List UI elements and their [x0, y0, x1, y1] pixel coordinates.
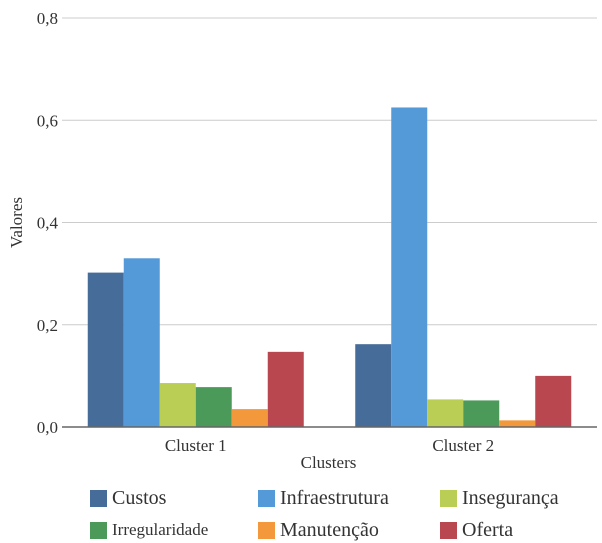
legend-item-5: Manutenção: [258, 517, 379, 543]
legend-item-4: Irregularidade: [90, 517, 208, 543]
legend-swatch: [258, 489, 275, 507]
x-tick-label: Cluster 2: [432, 436, 494, 455]
legend-label: Manutenção: [280, 518, 379, 541]
legend-label: Irregularidade: [112, 520, 209, 539]
y-tick-labels: 0,0 0,2 0,4 0,6 0,8: [37, 9, 59, 437]
y-axis-title: Valores: [7, 197, 26, 248]
legend-swatch: [90, 489, 107, 507]
x-tick-labels: Cluster 1 Cluster 2: [165, 436, 494, 455]
legend-swatch: [440, 521, 457, 539]
legend-label: Infraestrutura: [280, 486, 389, 509]
bar-infraestrutura-cluster-1: [123, 258, 160, 427]
bar-custos-cluster-1: [87, 272, 124, 427]
grid-lines: [62, 17, 597, 326]
legend-swatch: [258, 521, 275, 539]
bar-manutenção-cluster-1: [231, 409, 268, 427]
y-tick-label: 0,8: [37, 9, 58, 28]
y-tick-label: 0,4: [37, 214, 59, 233]
legend-label: Oferta: [462, 518, 514, 541]
bars: [87, 107, 572, 427]
legend-swatch: [440, 489, 457, 507]
legend-label: Insegurança: [462, 486, 559, 509]
legend-item-2: Infraestrutura: [258, 485, 389, 511]
y-tick-label: 0,2: [37, 316, 58, 335]
x-axis-title: Clusters: [301, 453, 357, 472]
bar-irregularidade-cluster-1: [195, 387, 232, 427]
legend: Custos Infraestrutura Insegurança Irregular…: [0, 480, 602, 543]
bar-custos-cluster-2: [355, 344, 392, 427]
legend-item-3: Insegurança: [440, 485, 559, 511]
legend-item-1: Custos: [90, 485, 166, 511]
bar-infraestrutura-cluster-2: [391, 107, 428, 427]
bar-oferta-cluster-1: [267, 351, 304, 427]
legend-item-6: Oferta: [440, 517, 513, 543]
y-tick-label: 0,0: [37, 418, 58, 437]
bar-insegurança-cluster-2: [427, 399, 464, 427]
legend-swatch: [90, 521, 107, 539]
y-tick-label: 0,6: [37, 111, 58, 130]
x-tick-label: Cluster 1: [165, 436, 227, 455]
bar-insegurança-cluster-1: [159, 383, 196, 427]
legend-label: Custos: [112, 486, 167, 509]
bar-irregularidade-cluster-2: [463, 400, 500, 427]
bar-manutenção-cluster-2: [499, 420, 536, 427]
bar-chart: 0,0 0,2 0,4 0,6 0,8 Cluster 1 Cluster 2 Clust…: [7, 9, 597, 472]
bar-oferta-cluster-2: [535, 375, 572, 427]
